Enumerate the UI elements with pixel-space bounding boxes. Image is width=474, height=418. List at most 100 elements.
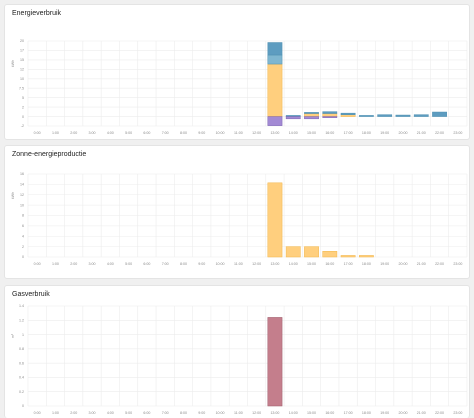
y-axis-label: m³ bbox=[11, 333, 15, 338]
bar-segment[interactable] bbox=[267, 317, 283, 407]
x-tick-label: 17:00 bbox=[344, 262, 353, 266]
x-tick-label: 12:00 bbox=[252, 262, 261, 266]
x-tick-label: 17:00 bbox=[344, 131, 353, 135]
bar-segment[interactable] bbox=[340, 114, 356, 117]
x-tick-label: 17:00 bbox=[344, 411, 353, 415]
x-tick-label: 1:00 bbox=[52, 131, 59, 135]
gas-consumption-chart: 0 0.2 0.4 0.6 0.8 1 1.2 1.4 m³ 0:00 1:00 2:00 3:00 4:… bbox=[11, 304, 468, 415]
x-tick-label: 12:00 bbox=[252, 411, 261, 415]
bar-segment[interactable] bbox=[304, 112, 319, 114]
y-tick-label: 0.8 bbox=[19, 347, 24, 351]
x-tick-label: 21:00 bbox=[417, 131, 426, 135]
x-tick-label: 18:00 bbox=[362, 131, 371, 135]
x-tick-label: 23:00 bbox=[453, 262, 462, 266]
y-tick-label: 4 bbox=[22, 234, 24, 238]
bar-segment[interactable] bbox=[377, 114, 393, 117]
y-tick-label: 0 bbox=[22, 404, 24, 408]
x-tick-label: 10:00 bbox=[216, 262, 225, 266]
bar-segment[interactable] bbox=[285, 116, 301, 120]
bar-segment[interactable] bbox=[359, 115, 374, 117]
y-axis-label: kWh bbox=[11, 60, 15, 67]
bar-segment[interactable] bbox=[304, 116, 319, 120]
bar-segment[interactable] bbox=[359, 255, 374, 258]
x-tick-label: 15:00 bbox=[307, 262, 316, 266]
x-tick-label: 19:00 bbox=[380, 262, 389, 266]
bar-segment[interactable] bbox=[267, 42, 283, 56]
y-tick-label: 16 bbox=[20, 172, 24, 176]
x-tick-label: 7:00 bbox=[162, 262, 169, 266]
x-tick-label: 2:00 bbox=[70, 411, 77, 415]
x-tick-label: 3:00 bbox=[89, 131, 96, 135]
y-tick-label: 6 bbox=[22, 224, 24, 228]
y-tick-label: 7.5 bbox=[19, 86, 24, 90]
solar-production-chart: 0 2 4 6 8 10 12 14 16 kWh 0:00 1:00 2:00 3:00 4:00 5:00… bbox=[11, 172, 468, 266]
bar-segment[interactable] bbox=[304, 113, 319, 117]
bar-segment[interactable] bbox=[322, 251, 338, 258]
x-tick-label: 21:00 bbox=[417, 411, 426, 415]
y-tick-label: 15 bbox=[20, 58, 24, 62]
y-tick-label: 5 bbox=[22, 96, 24, 100]
y-tick-label: 1.2 bbox=[19, 318, 24, 322]
y-tick-label: 12 bbox=[20, 68, 24, 72]
y-tick-label: 0.6 bbox=[19, 361, 24, 365]
x-tick-label: 22:00 bbox=[435, 262, 444, 266]
x-tick-label: 6:00 bbox=[143, 262, 150, 266]
bar-segment[interactable] bbox=[267, 54, 283, 65]
bar-segment[interactable] bbox=[340, 112, 356, 115]
y-tick-label: 0 bbox=[22, 255, 24, 259]
y-tick-label: 0.2 bbox=[19, 390, 24, 394]
y-tick-label: 14 bbox=[20, 183, 24, 187]
x-tick-label: 2:00 bbox=[70, 131, 77, 135]
y-axis-label: kWh bbox=[11, 192, 15, 199]
bar-segment[interactable] bbox=[267, 116, 283, 126]
bar-segment[interactable] bbox=[322, 116, 338, 118]
y-tick-label: -2 bbox=[21, 124, 24, 128]
x-tick-label: 19:00 bbox=[380, 131, 389, 135]
x-tick-label: 11:00 bbox=[234, 262, 243, 266]
card-title: Gasverbruik bbox=[12, 291, 50, 298]
x-tick-label: 18:00 bbox=[362, 262, 371, 266]
bar-segment[interactable] bbox=[267, 182, 283, 258]
x-tick-label: 20:00 bbox=[398, 411, 407, 415]
x-tick-label: 9:00 bbox=[198, 131, 205, 135]
x-tick-label: 19:00 bbox=[380, 411, 389, 415]
y-tick-label: 8 bbox=[22, 214, 24, 218]
bar-segment[interactable] bbox=[267, 63, 283, 117]
x-tick-label: 11:00 bbox=[234, 131, 243, 135]
bar-segment[interactable] bbox=[322, 111, 338, 114]
x-tick-label: 3:00 bbox=[89, 411, 96, 415]
bar-segment[interactable] bbox=[413, 114, 429, 117]
x-tick-label: 13:00 bbox=[270, 262, 279, 266]
x-tick-label: 7:00 bbox=[162, 131, 169, 135]
x-tick-label: 9:00 bbox=[198, 262, 205, 266]
card-title: Energieverbruik bbox=[12, 10, 62, 17]
bar-segment[interactable] bbox=[340, 255, 356, 258]
energy-consumption-card: Energieverbruik -2 0 2 5 7.5 10 12 15 17 20 kWh 0:0… bbox=[4, 4, 470, 140]
x-tick-label: 11:00 bbox=[234, 411, 243, 415]
x-tick-label: 10:00 bbox=[216, 411, 225, 415]
bar-segment[interactable] bbox=[395, 114, 411, 117]
y-tick-label: 17 bbox=[20, 49, 24, 53]
bar-segment[interactable] bbox=[322, 113, 338, 117]
y-tick-label: 0.4 bbox=[19, 376, 24, 380]
y-tick-label: 0 bbox=[22, 115, 24, 119]
x-tick-label: 14:00 bbox=[289, 262, 298, 266]
x-tick-label: 5:00 bbox=[125, 411, 132, 415]
x-tick-label: 20:00 bbox=[398, 262, 407, 266]
x-tick-label: 3:00 bbox=[89, 262, 96, 266]
x-tick-label: 16:00 bbox=[325, 131, 334, 135]
card-title: Zonne-energieproductie bbox=[12, 151, 87, 158]
bar-segment[interactable] bbox=[432, 111, 447, 117]
x-tick-label: 15:00 bbox=[307, 411, 316, 415]
x-tick-label: 8:00 bbox=[180, 131, 187, 135]
x-tick-label: 1:00 bbox=[52, 262, 59, 266]
x-tick-label: 13:00 bbox=[270, 131, 279, 135]
y-tick-label: 20 bbox=[20, 39, 24, 43]
x-tick-label: 22:00 bbox=[435, 411, 444, 415]
bar-segment[interactable] bbox=[285, 246, 301, 258]
x-tick-label: 23:00 bbox=[453, 131, 462, 135]
x-tick-label: 15:00 bbox=[307, 131, 316, 135]
x-tick-label: 20:00 bbox=[398, 131, 407, 135]
x-tick-label: 0:00 bbox=[34, 262, 41, 266]
bar-segment[interactable] bbox=[304, 246, 319, 258]
